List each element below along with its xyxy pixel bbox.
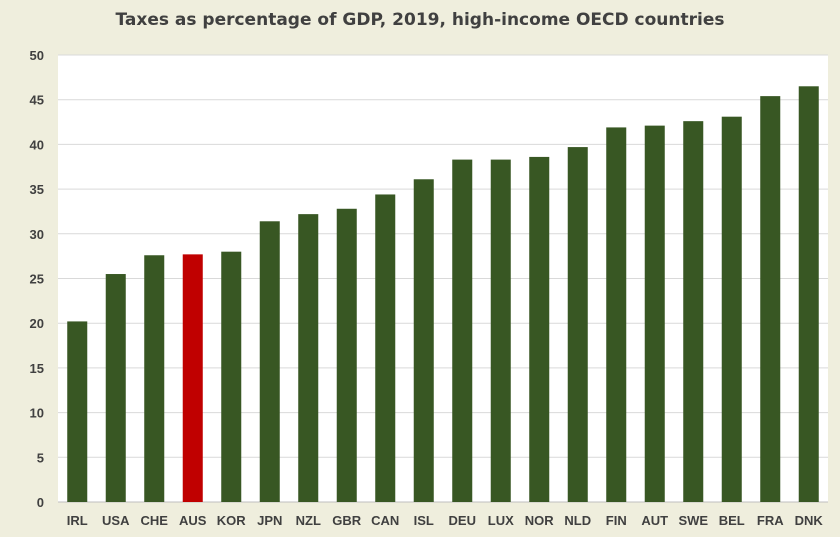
bar-che: [144, 255, 165, 502]
bar-nld: [567, 147, 588, 502]
bar-nor: [529, 156, 550, 502]
bar-usa: [105, 274, 126, 502]
x-tick-label: NZL: [296, 513, 321, 528]
x-tick-label: GBR: [332, 513, 362, 528]
chart-title: Taxes as percentage of GDP, 2019, high-i…: [115, 10, 725, 30]
y-tick-label: 40: [30, 137, 44, 152]
bar-gbr: [336, 208, 357, 502]
x-tick-label: FRA: [757, 513, 784, 528]
y-tick-label: 10: [30, 406, 44, 421]
x-tick-label: NLD: [564, 513, 591, 528]
y-tick-label: 0: [37, 495, 44, 510]
bar-deu: [452, 159, 473, 502]
bar-fra: [760, 96, 781, 503]
x-tick-label: KOR: [217, 513, 247, 528]
x-tick-label: AUS: [179, 513, 207, 528]
x-tick-label: AUT: [641, 513, 668, 528]
y-tick-label: 30: [30, 227, 44, 242]
bar-bel: [721, 116, 742, 502]
y-tick-label: 5: [37, 450, 44, 465]
bar-can: [375, 194, 396, 503]
bar-swe: [683, 121, 704, 502]
bar-kor: [221, 251, 242, 502]
x-tick-label: DEU: [449, 513, 476, 528]
y-tick-label: 50: [30, 48, 44, 63]
bar-jpn: [259, 221, 280, 502]
x-tick-label: DNK: [795, 513, 824, 528]
y-tick-label: 45: [30, 93, 44, 108]
x-tick-label: USA: [102, 513, 130, 528]
bar-aut: [644, 125, 665, 502]
x-tick-label: IRL: [67, 513, 88, 528]
x-tick-label: JPN: [257, 513, 282, 528]
bar-isl: [413, 179, 434, 503]
x-tick-label: SWE: [678, 513, 708, 528]
x-tick-label: BEL: [719, 513, 745, 528]
bar-irl: [67, 321, 88, 502]
y-tick-label: 20: [30, 316, 44, 331]
x-tick-label: LUX: [488, 513, 514, 528]
bar-nzl: [298, 214, 319, 502]
x-tick-label: CAN: [371, 513, 399, 528]
y-tick-label: 35: [30, 182, 44, 197]
x-tick-label: ISL: [414, 513, 434, 528]
x-tick-label: NOR: [525, 513, 555, 528]
x-tick-label: CHE: [141, 513, 169, 528]
x-tick-label: FIN: [606, 513, 627, 528]
y-tick-label: 25: [30, 272, 44, 287]
bar-fin: [606, 127, 627, 502]
bar-dnk: [798, 86, 819, 502]
bar-lux: [490, 159, 511, 502]
y-tick-label: 15: [30, 361, 44, 376]
bar-aus: [182, 254, 203, 502]
